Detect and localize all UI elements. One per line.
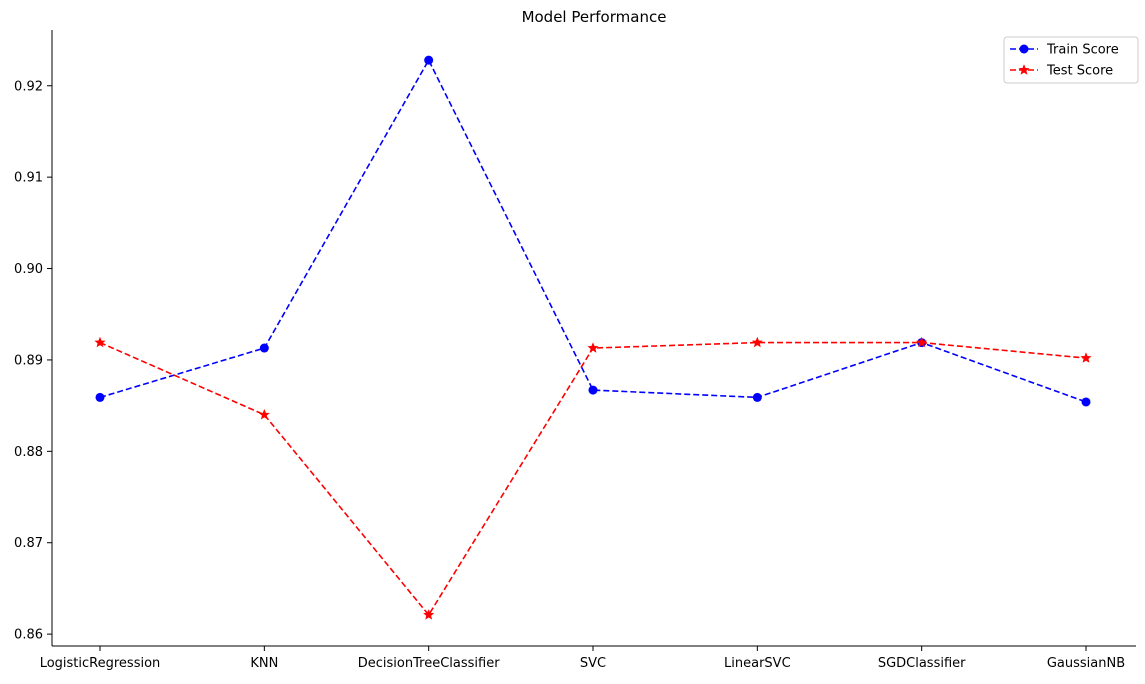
series-line <box>99 58 1087 403</box>
data-point <box>751 336 763 348</box>
data-point <box>752 392 762 402</box>
x-tick-label: DecisionTreeClassifier <box>358 656 500 671</box>
data-point <box>587 342 599 353</box>
legend-marker <box>1018 64 1030 75</box>
plot-area <box>94 55 1092 620</box>
chart-title: Model Performance <box>522 8 667 26</box>
y-tick-label: 0.86 <box>14 628 43 643</box>
legend-label: Test Score <box>1046 64 1113 79</box>
legend-label: Train Score <box>1046 43 1119 58</box>
series-1 <box>94 336 1092 620</box>
y-tick-label: 0.88 <box>14 445 43 460</box>
x-tick-label: SVC <box>580 656 606 671</box>
x-tick-label: LogisticRegression <box>40 656 161 671</box>
data-point <box>94 336 106 348</box>
axes: 0.86 0.87 0.88 0.89 0.90 0.91 0.92 LogisticRegr… <box>14 30 1136 671</box>
y-tick-label: 0.87 <box>14 536 43 551</box>
data-point <box>95 392 105 402</box>
legend-item: Train Score <box>1010 43 1119 58</box>
data-point <box>1080 352 1092 363</box>
data-point <box>259 343 269 353</box>
series-line <box>99 341 1087 617</box>
data-point <box>916 336 928 348</box>
data-point <box>258 408 270 420</box>
legend: Train Score Test Score <box>1003 36 1139 84</box>
x-tick-label: GaussianNB <box>1047 656 1125 671</box>
data-point <box>1081 397 1091 407</box>
x-tick-label: KNN <box>250 656 278 671</box>
series-0 <box>95 55 1091 407</box>
data-point <box>588 385 598 395</box>
y-tick-label: 0.91 <box>14 171 43 186</box>
x-tick-label: LinearSVC <box>724 656 791 671</box>
legend-marker <box>1019 44 1029 54</box>
y-tick-label: 0.90 <box>14 262 43 277</box>
data-point <box>424 55 434 65</box>
y-tick-label: 0.89 <box>14 353 43 368</box>
x-tick-label: SGDClassifier <box>878 656 966 671</box>
data-point <box>423 609 435 620</box>
legend-item: Test Score <box>1010 64 1113 79</box>
y-tick-label: 0.92 <box>14 79 43 94</box>
